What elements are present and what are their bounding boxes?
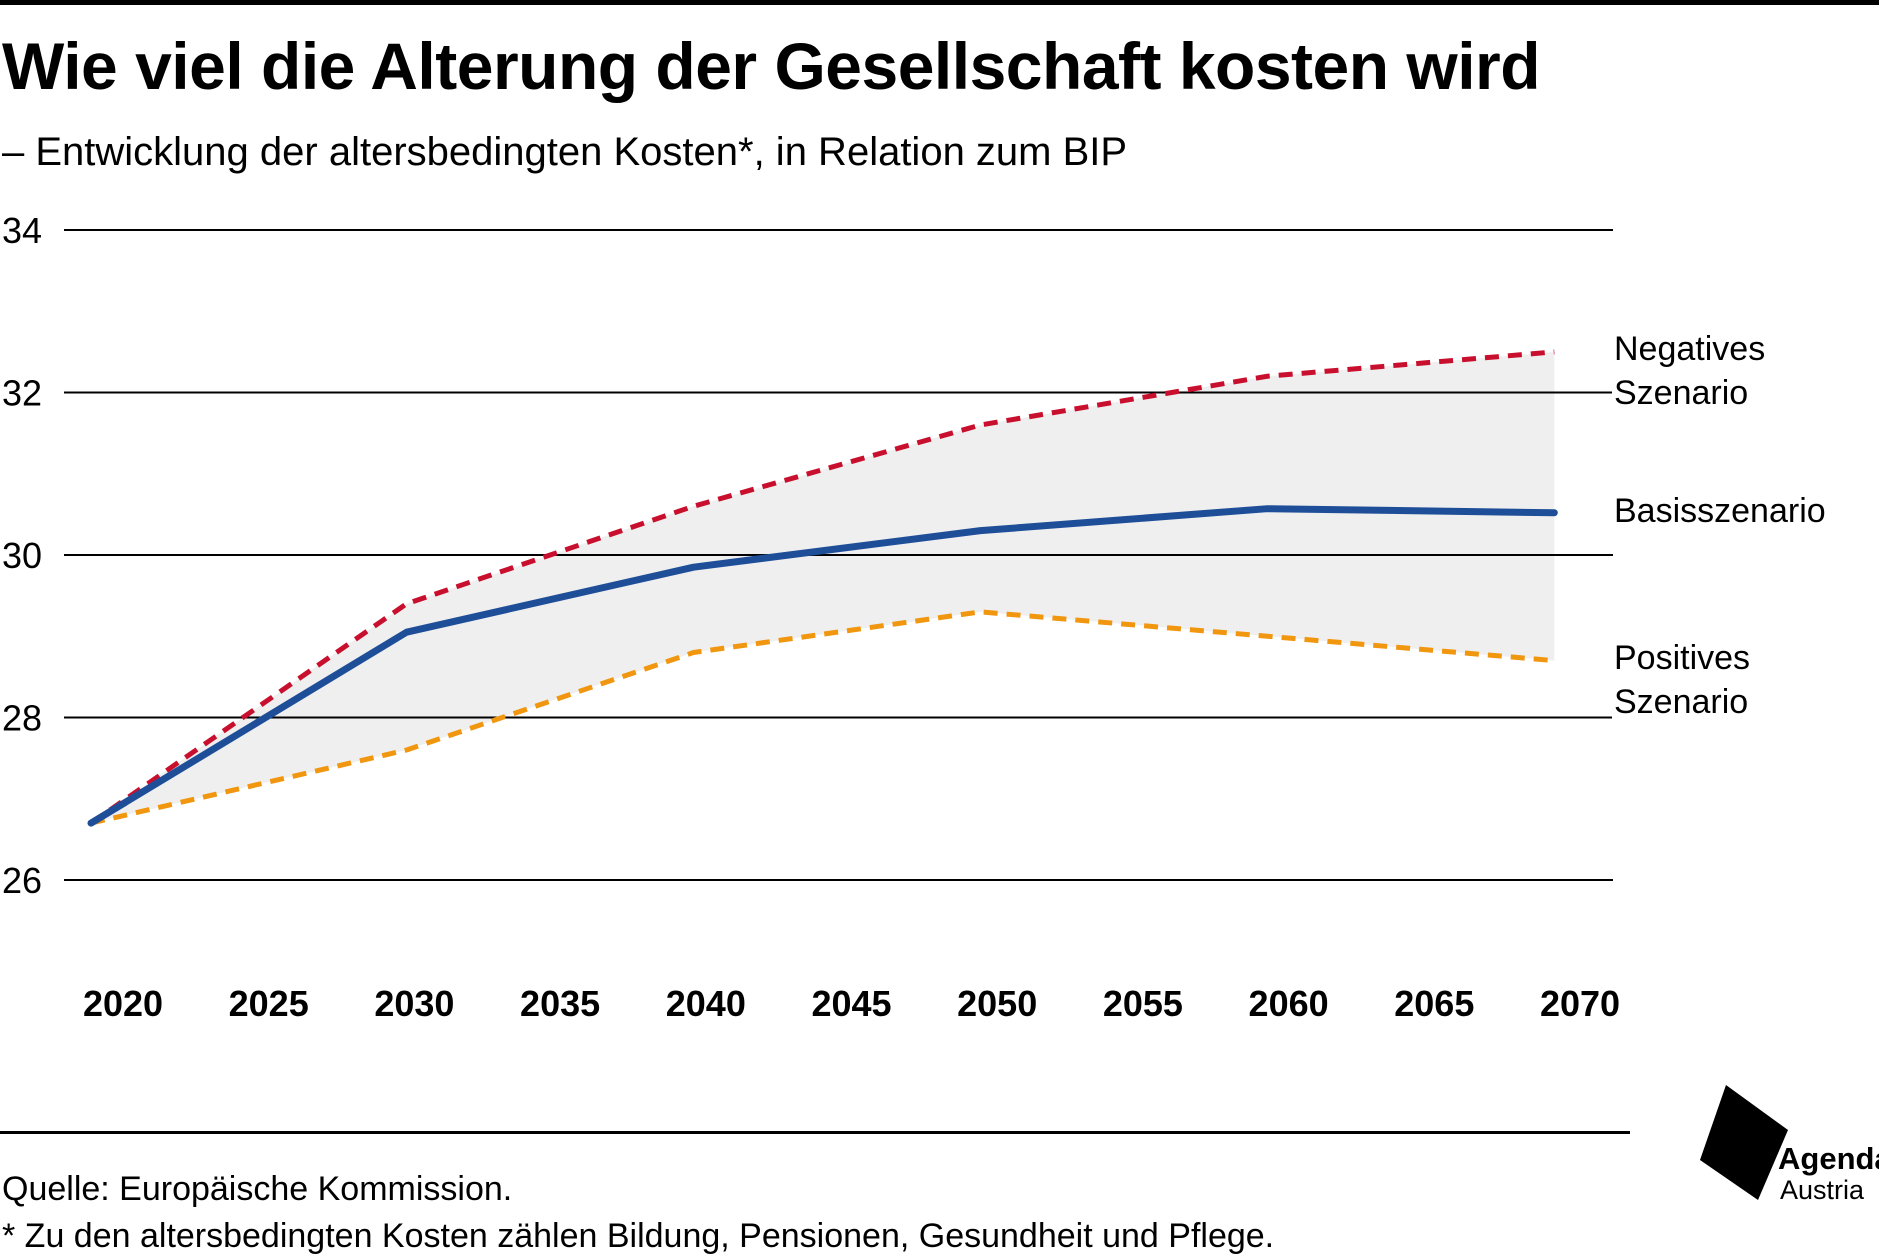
x-tick-label: 2040 (666, 983, 746, 1024)
series-line (89, 349, 1555, 826)
x-tick-label: 2065 (1394, 983, 1474, 1024)
agenda-austria-logo-icon (1700, 1085, 1788, 1200)
x-tick-label: 2070 (1540, 983, 1620, 1024)
footnote: * Zu den altersbedingten Kosten zählen B… (2, 1217, 1275, 1255)
y-tick-label: 30 (2, 535, 42, 576)
x-tick-label: 2045 (811, 983, 891, 1024)
x-tick-label: 2050 (957, 983, 1037, 1024)
x-tick-label: 2060 (1249, 983, 1329, 1024)
x-tick-label: 2035 (520, 983, 600, 1024)
chart-title: Wie viel die Alterung der Gesellschaft k… (2, 29, 1541, 103)
chart-subtitle: – Entwicklung der altersbedingten Kosten… (2, 130, 1128, 174)
footer-rule (0, 1131, 1630, 1134)
series-line (87, 505, 1558, 827)
x-tick-label: 2055 (1103, 983, 1183, 1024)
series-label: Szenario (1614, 683, 1748, 721)
series-label-bg (1612, 327, 1622, 367)
logo-name: Agenda (1778, 1141, 1879, 1176)
series-lines (87, 349, 1558, 827)
scenario-band (91, 351, 1555, 824)
series-label-bg (1612, 680, 1622, 720)
series-label-bg (1612, 636, 1622, 676)
x-tick-labels: 2020 2025 2030 2035 2040 2045 2050 2055 2060 2065… (83, 983, 1620, 1024)
x-tick-label: 2020 (83, 983, 163, 1024)
y-tick-label: 34 (2, 210, 42, 251)
series-label: Basisszenario (1614, 492, 1826, 530)
gridlines (64, 229, 1613, 881)
x-tick-label: 2025 (229, 983, 309, 1024)
y-tick-label: 26 (2, 860, 42, 901)
logo-subtitle: Austria (1780, 1175, 1865, 1205)
y-tick-label: 28 (2, 698, 42, 739)
series-label: Positives (1614, 639, 1750, 677)
series-label-bg (1612, 489, 1622, 529)
series-line (90, 609, 1555, 826)
x-tick-label: 2030 (374, 983, 454, 1024)
band-area (91, 351, 1555, 824)
source-note: Quelle: Europäische Kommission. (2, 1170, 513, 1208)
series-label: Negatives (1614, 330, 1765, 368)
y-tick-labels: 26 28 30 32 34 (2, 210, 42, 901)
series-labels: Negatives Szenario Basisszenario Positives S… (1612, 327, 1826, 721)
top-rule (0, 0, 1879, 5)
series-label-bg (1612, 371, 1622, 411)
series-label: Szenario (1614, 374, 1748, 412)
y-tick-label: 32 (2, 373, 42, 414)
